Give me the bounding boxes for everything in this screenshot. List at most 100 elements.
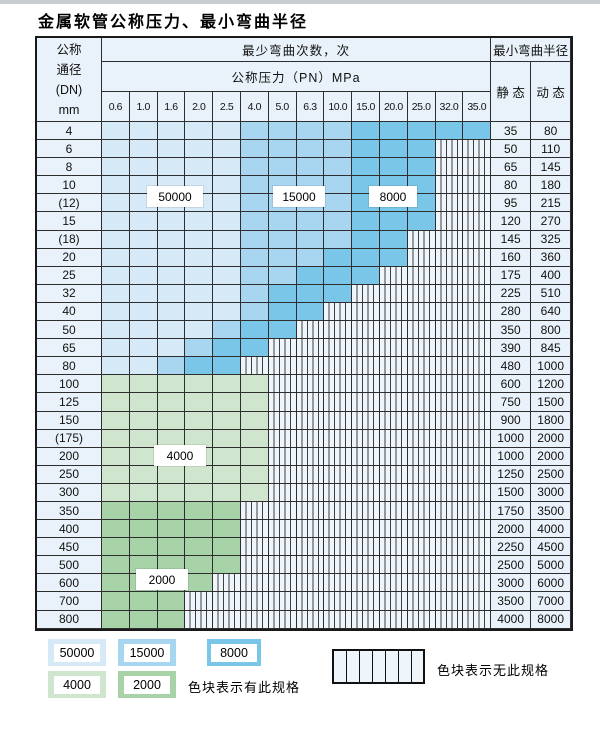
grid-cell [296,357,325,376]
grid-cell [407,158,436,177]
grid-cell [324,194,353,213]
grid-cell [129,122,158,141]
grid-cell [129,393,158,412]
grid-cell [185,158,214,177]
grid-cell [129,302,158,322]
dn-cell: (175) [37,429,102,448]
dynamic-cell: 110 [531,140,572,159]
grid-cell [379,266,408,285]
grid-cell [379,483,408,502]
grid-cell [379,610,408,629]
grid-cell [379,248,408,267]
grid-cell [435,411,464,430]
static-cell: 120 [491,212,532,231]
grid-cell [157,375,186,394]
static-cell: 1500 [491,483,532,502]
grid-cell [435,393,464,412]
grid-cell [463,592,492,611]
grid-cell [102,176,130,195]
grid-cell [407,230,436,249]
grid-cell [157,465,186,484]
dynamic-cell: 2500 [531,465,572,484]
grid-cell [296,429,325,448]
grid-cell [324,302,353,322]
grid-cell [324,284,353,303]
grid-cell [213,447,241,466]
label-8000-cycles: 8000 [369,186,417,207]
dn-cell: 25 [37,266,102,285]
dynamic-cell: 7000 [531,592,572,611]
grid-cell [213,538,241,557]
grid-cell [352,429,380,448]
grid-cell [157,357,186,376]
grid-cell [296,501,325,521]
grid-cell [102,230,130,249]
grid-cell [102,465,130,484]
dn-cell: 100 [37,375,102,394]
grid-cell [240,339,269,358]
grid-cell [435,248,464,267]
grid-cell [185,284,214,303]
dynamic-cell: 360 [531,248,572,267]
grid-cell [268,411,297,430]
grid-cell [435,284,464,303]
grid-cell [213,321,241,340]
grid-cell [185,393,214,412]
grid-cell [407,357,436,376]
grid-cell [296,248,325,267]
grid-cell [296,520,325,539]
grid-cell [102,122,130,141]
dynamic-cell: 6000 [531,574,572,593]
grid-cell [157,520,186,539]
legend-chip-2000-value: 2000 [124,675,170,694]
grid-cell [379,501,408,521]
grid-cell [213,465,241,484]
grid-cell [352,339,380,358]
grid-cell [129,375,158,394]
grid-cell [157,266,186,285]
grid-cell [185,610,214,629]
grid-cell [379,574,408,593]
grid-cell [324,574,353,593]
grid-cell [352,538,380,557]
grid-cell [352,248,380,267]
grid-cell [129,520,158,539]
static-cell: 1000 [491,447,532,466]
dynamic-cell: 8000 [531,610,572,629]
static-cell: 1750 [491,501,532,521]
pressure-tick: 2.5 [213,92,241,122]
grid-cell [463,230,492,249]
grid-cell [324,122,353,141]
grid-cell [379,339,408,358]
grid-cell [129,284,158,303]
grid-cell [463,302,492,322]
grid-cell [324,447,353,466]
grid-cell [407,284,436,303]
grid-cell [435,122,464,141]
grid-cell [129,501,158,521]
grid-cell [240,447,269,466]
grid-cell [379,465,408,484]
grid-cell [352,284,380,303]
header-pressure: 公称压力（PN）MPa [102,62,492,92]
legend-has-spec-text: 色块表示有此规格 [188,680,301,695]
grid-cell [463,483,492,502]
dynamic-cell: 5000 [531,556,572,575]
legend-no-spec-text: 色块表示无此规格 [437,663,550,678]
grid-cell [352,212,380,231]
dn-cell: 450 [37,538,102,557]
grid-cell [296,321,325,340]
static-cell: 160 [491,248,532,267]
grid-cell [407,501,436,521]
grid-cell [324,411,353,430]
grid-cell [268,375,297,394]
dn-cell: (18) [37,230,102,249]
grid-cell [268,339,297,358]
grid-cell [102,411,130,430]
grid-cell [185,483,214,502]
grid-cell [268,212,297,231]
grid-cell [324,610,353,629]
dn-cell: (12) [37,194,102,213]
grid-cell [407,321,436,340]
dn-cell: 350 [37,501,102,521]
